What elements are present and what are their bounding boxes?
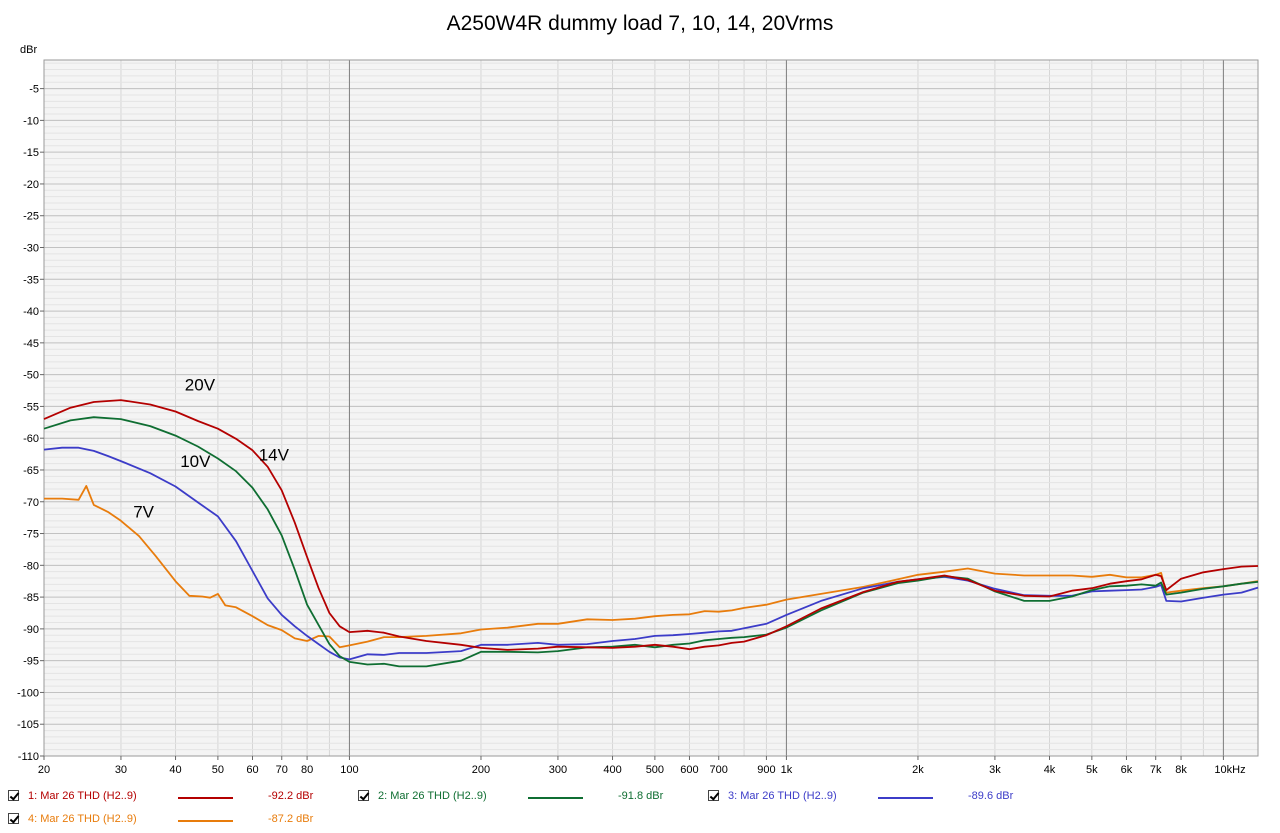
curve-annotation: 10V (180, 452, 211, 471)
x-tick-label: 500 (646, 764, 664, 776)
legend-item-3[interactable]: 3: Mar 26 THD (H2..9) -89.6 dBr (708, 786, 1048, 806)
legend-item-4[interactable]: 4: Mar 26 THD (H2..9) -87.2 dBr (8, 809, 348, 829)
minor-gridlines (43, 60, 1258, 757)
x-tick-label: 80 (301, 764, 313, 776)
x-tick-label: 6k (1121, 764, 1133, 776)
x-tick-label: 10kHz (1214, 764, 1245, 776)
legend-line-swatch (178, 820, 233, 822)
legend-series-label: 2: Mar 26 THD (H2..9) (378, 790, 487, 802)
x-tick-label: 60 (246, 764, 258, 776)
x-tick-label: 30 (115, 764, 127, 776)
legend: 1: Mar 26 THD (H2..9) -92.2 dBr 2: Mar 2… (0, 782, 1280, 833)
chart-title: A250W4R dummy load 7, 10, 14, 20Vrms (447, 12, 834, 35)
y-tick-label: -60 (23, 433, 39, 445)
y-tick-label: -45 (23, 338, 39, 350)
plot-frame (43, 59, 1259, 757)
checkbox-icon[interactable] (358, 790, 369, 801)
series-line-1 (43, 399, 1259, 651)
checkbox-icon[interactable] (708, 790, 719, 801)
y-tick-label: -35 (23, 274, 39, 286)
y-tick-label: -70 (23, 497, 39, 509)
y-tick-label: -55 (23, 401, 39, 413)
legend-series-label: 1: Mar 26 THD (H2..9) (28, 790, 137, 802)
legend-series-value: -87.2 dBr (268, 813, 314, 825)
x-tick-label: 7k (1150, 764, 1162, 776)
y-axis-unit-label: dBr (20, 44, 37, 56)
y-tick-label: -85 (23, 592, 39, 604)
y-tick-label: -5 (29, 84, 39, 96)
y-tick-label: -105 (17, 719, 39, 731)
legend-series-value: -91.8 dBr (618, 790, 664, 802)
legend-item-1[interactable]: 1: Mar 26 THD (H2..9) -92.2 dBr (8, 786, 348, 806)
x-tick-label: 2k (912, 764, 924, 776)
legend-item-2[interactable]: 2: Mar 26 THD (H2..9) -91.8 dBr (358, 786, 698, 806)
legend-series-value: -89.6 dBr (968, 790, 1014, 802)
y-axis-ticks: -5 -10 -15 -20 -25 -30 -35 -40 -45 -50 -55 -60 -65 -7… (17, 84, 44, 763)
y-tick-label: -20 (23, 179, 39, 191)
y-tick-label: -50 (23, 370, 39, 382)
checkbox-icon[interactable] (8, 813, 19, 824)
x-tick-label: 400 (603, 764, 621, 776)
legend-series-label: 4: Mar 26 THD (H2..9) (28, 813, 137, 825)
legend-series-value: -92.2 dBr (268, 790, 314, 802)
y-tick-label: -15 (23, 147, 39, 159)
y-tick-label: -95 (23, 656, 39, 668)
series-line-3 (43, 446, 1259, 661)
x-tick-label: 1k (781, 764, 793, 776)
checkbox-icon[interactable] (8, 790, 19, 801)
x-axis-ticks: 20 30 40 50 60 70 80 100 200 300 400 500 600 700 900 1k… (38, 756, 1246, 776)
x-tick-label: 40 (169, 764, 181, 776)
legend-line-swatch (878, 797, 933, 799)
curve-annotation: 14V (259, 445, 290, 464)
y-tick-label: -40 (23, 306, 39, 318)
series-line-2 (43, 416, 1259, 668)
y-tick-label: -80 (23, 560, 39, 572)
x-tick-label: 900 (757, 764, 775, 776)
legend-line-swatch (528, 797, 583, 799)
x-tick-label: 50 (212, 764, 224, 776)
x-tick-label: 3k (989, 764, 1001, 776)
x-tick-label: 70 (276, 764, 288, 776)
x-tick-label: 8k (1175, 764, 1187, 776)
legend-line-swatch (178, 797, 233, 799)
x-tick-label: 5k (1086, 764, 1098, 776)
x-tick-label: 700 (710, 764, 728, 776)
series-lines (43, 399, 1259, 668)
legend-series-label: 3: Mar 26 THD (H2..9) (728, 790, 837, 802)
plot-area (44, 60, 1258, 756)
x-tick-label: 4k (1044, 764, 1056, 776)
x-tick-label: 20 (38, 764, 50, 776)
x-tick-label: 600 (680, 764, 698, 776)
x-tick-label: 300 (549, 764, 567, 776)
series-line-4 (44, 484, 1259, 649)
y-tick-label: -100 (17, 687, 39, 699)
y-tick-label: -65 (23, 465, 39, 477)
curve-annotation: 7V (133, 503, 154, 522)
x-tick-label: 100 (340, 764, 358, 776)
curve-annotations: 20V 14V 10V 7V (133, 376, 289, 522)
y-tick-label: -30 (23, 243, 39, 255)
curve-annotation: 20V (185, 376, 216, 395)
y-tick-label: -110 (18, 751, 39, 763)
y-tick-label: -10 (23, 115, 39, 127)
y-tick-label: -75 (23, 529, 39, 541)
y-tick-label: -25 (23, 211, 39, 223)
y-tick-label: -90 (23, 624, 39, 636)
x-tick-label: 200 (472, 764, 490, 776)
